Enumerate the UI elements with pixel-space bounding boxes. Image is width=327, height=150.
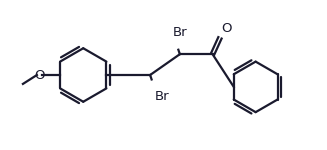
- Text: O: O: [34, 69, 44, 81]
- Text: Br: Br: [155, 90, 169, 103]
- Text: O: O: [221, 22, 232, 35]
- Text: Br: Br: [172, 26, 187, 39]
